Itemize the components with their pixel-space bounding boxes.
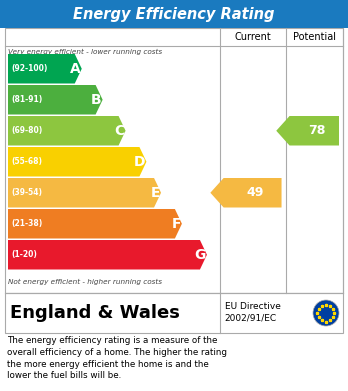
Text: D: D xyxy=(134,155,145,169)
Polygon shape xyxy=(8,209,182,239)
Text: (39-54): (39-54) xyxy=(11,188,42,197)
Polygon shape xyxy=(8,54,82,84)
Polygon shape xyxy=(8,116,126,145)
Text: Potential: Potential xyxy=(293,32,336,42)
Text: Current: Current xyxy=(234,32,271,42)
FancyBboxPatch shape xyxy=(5,293,343,333)
Polygon shape xyxy=(8,85,103,115)
Polygon shape xyxy=(210,178,282,208)
Text: F: F xyxy=(172,217,181,231)
Text: England & Wales: England & Wales xyxy=(10,304,180,322)
Text: EU Directive
2002/91/EC: EU Directive 2002/91/EC xyxy=(224,301,280,323)
Polygon shape xyxy=(8,178,161,208)
Text: (81-91): (81-91) xyxy=(11,95,42,104)
FancyBboxPatch shape xyxy=(5,28,343,293)
Text: (21-38): (21-38) xyxy=(11,219,42,228)
Text: (55-68): (55-68) xyxy=(11,157,42,166)
Text: (92-100): (92-100) xyxy=(11,64,47,73)
Text: (1-20): (1-20) xyxy=(11,250,37,259)
Text: B: B xyxy=(91,93,102,107)
Text: G: G xyxy=(195,248,206,262)
Text: 78: 78 xyxy=(309,124,326,137)
Text: Very energy efficient - lower running costs: Very energy efficient - lower running co… xyxy=(8,49,162,55)
Text: (69-80): (69-80) xyxy=(11,126,42,135)
Text: The energy efficiency rating is a measure of the
overall efficiency of a home. T: The energy efficiency rating is a measur… xyxy=(7,336,227,380)
Text: 49: 49 xyxy=(247,186,264,199)
Polygon shape xyxy=(8,147,147,176)
Text: A: A xyxy=(70,62,81,76)
Text: C: C xyxy=(114,124,125,138)
Text: Energy Efficiency Rating: Energy Efficiency Rating xyxy=(73,7,275,22)
Polygon shape xyxy=(276,116,339,145)
Text: Not energy efficient - higher running costs: Not energy efficient - higher running co… xyxy=(8,279,162,285)
FancyBboxPatch shape xyxy=(0,0,348,28)
Polygon shape xyxy=(8,240,207,269)
Circle shape xyxy=(313,300,339,326)
Text: E: E xyxy=(151,186,160,200)
